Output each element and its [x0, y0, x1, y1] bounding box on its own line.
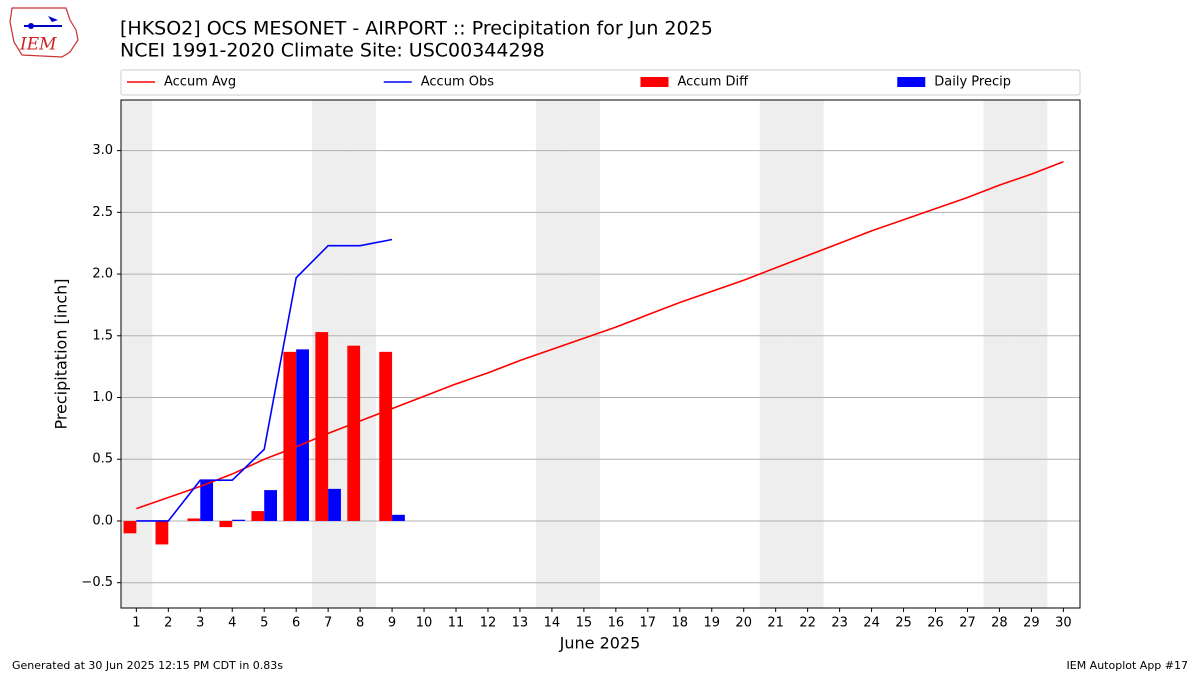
y-tick-label: 2.5	[92, 205, 113, 220]
x-tick-label: 16	[608, 616, 625, 631]
bar	[347, 345, 361, 521]
x-tick-label: 7	[324, 616, 332, 631]
x-tick-label: 15	[576, 616, 593, 631]
bar	[264, 490, 277, 521]
x-tick-label: 5	[260, 616, 268, 631]
x-tick-label: 22	[799, 616, 816, 631]
x-tick-label: 13	[512, 616, 529, 631]
bar	[219, 520, 233, 528]
weekend-band	[1015, 100, 1048, 608]
chart-title: [HKSO2] OCS MESONET - AIRPORT :: Precipi…	[120, 18, 713, 40]
x-tick-label: 24	[863, 616, 880, 631]
x-tick-label: 8	[356, 616, 364, 631]
bar	[283, 351, 297, 521]
bar	[296, 349, 309, 521]
x-tick-label: 29	[1023, 616, 1040, 631]
bar	[123, 520, 137, 534]
bar	[379, 351, 393, 521]
weekend-band	[759, 100, 792, 608]
footer-left: Generated at 30 Jun 2025 12:15 PM CDT in…	[12, 659, 283, 672]
x-tick-label: 30	[1055, 616, 1072, 631]
legend-box	[120, 69, 1081, 96]
x-tick-label: 23	[831, 616, 848, 631]
bar	[232, 519, 246, 521]
legend-label: Accum Obs	[421, 75, 494, 90]
weekend-band	[983, 100, 1016, 608]
weekend-band	[535, 100, 568, 608]
bar	[200, 480, 214, 521]
x-tick-label: 25	[895, 616, 912, 631]
plot-frame	[120, 99, 1081, 609]
x-tick-label: 14	[544, 616, 561, 631]
x-tick-label: 28	[991, 616, 1008, 631]
legend-label: Accum Diff	[678, 75, 750, 90]
legend-label: Accum Avg	[164, 75, 236, 90]
chart-subtitle: NCEI 1991-2020 Climate Site: USC00344298	[120, 40, 545, 62]
x-tick-label: 10	[416, 616, 433, 631]
x-tick-label: 4	[228, 616, 236, 631]
y-tick-label: −0.5	[81, 575, 113, 590]
x-tick-label: 17	[640, 616, 657, 631]
x-tick-label: 12	[480, 616, 497, 631]
logo: IEM	[9, 7, 79, 58]
bar	[251, 511, 265, 521]
weekend-band	[791, 100, 824, 608]
y-tick-label: 3.0	[92, 143, 113, 158]
x-tick-label: 19	[703, 616, 720, 631]
x-tick-label: 1	[132, 616, 140, 631]
weekend-band	[567, 100, 600, 608]
x-tick-label: 11	[448, 616, 465, 631]
y-tick-label: 1.5	[92, 328, 113, 343]
line	[136, 160, 1064, 510]
bar	[155, 520, 169, 545]
x-tick-label: 2	[164, 616, 172, 631]
legend-swatch	[640, 77, 669, 87]
footer-right: IEM Autoplot App #17	[1067, 659, 1189, 672]
x-tick-label: 26	[927, 616, 944, 631]
x-tick-label: 6	[292, 616, 300, 631]
x-tick-label: 18	[672, 616, 689, 631]
x-tick-label: 21	[767, 616, 784, 631]
y-axis-label: Precipitation [inch]	[52, 278, 71, 429]
bar	[187, 518, 201, 521]
bar	[392, 514, 405, 521]
y-tick-label: 2.0	[92, 267, 113, 282]
x-tick-label: 9	[388, 616, 396, 631]
x-axis-label: June 2025	[559, 634, 641, 653]
x-tick-label: 20	[735, 616, 752, 631]
y-tick-label: 0.5	[92, 452, 113, 467]
x-tick-label: 3	[196, 616, 204, 631]
line	[136, 238, 393, 522]
legend-label: Daily Precip	[934, 75, 1011, 90]
legend-swatch	[897, 77, 926, 87]
x-tick-label: 27	[959, 616, 976, 631]
y-tick-label: 1.0	[92, 390, 113, 405]
bar	[328, 488, 341, 521]
bar	[315, 332, 329, 521]
logo-text: IEM	[19, 35, 57, 55]
y-tick-label: 0.0	[92, 513, 113, 528]
